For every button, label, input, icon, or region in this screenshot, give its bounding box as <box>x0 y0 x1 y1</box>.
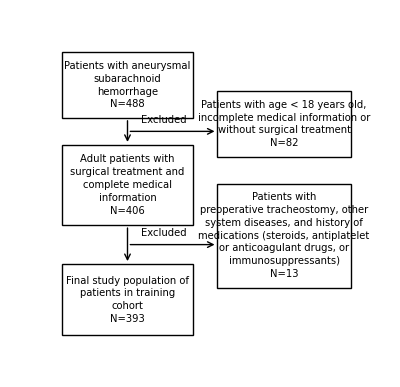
Text: Excluded: Excluded <box>141 115 186 125</box>
Text: Excluded: Excluded <box>141 228 186 238</box>
Bar <box>62 52 193 118</box>
Text: Patients with aneurysmal
subarachnoid
hemorrhage
N=488: Patients with aneurysmal subarachnoid he… <box>64 61 191 110</box>
Text: Final study population of
patients in training
cohort
N=393: Final study population of patients in tr… <box>66 276 189 324</box>
Bar <box>62 264 193 336</box>
Bar <box>218 91 351 157</box>
Text: Adult patients with
surgical treatment and
complete medical
information
N=406: Adult patients with surgical treatment a… <box>70 154 185 216</box>
Bar <box>62 145 193 225</box>
Bar <box>218 183 351 288</box>
Text: Patients with age < 18 years old,
incomplete medical information or
without surg: Patients with age < 18 years old, incomp… <box>198 100 370 148</box>
Text: Patients with
preoperative tracheostomy, other
system diseases, and history of
m: Patients with preoperative tracheostomy,… <box>198 192 370 279</box>
